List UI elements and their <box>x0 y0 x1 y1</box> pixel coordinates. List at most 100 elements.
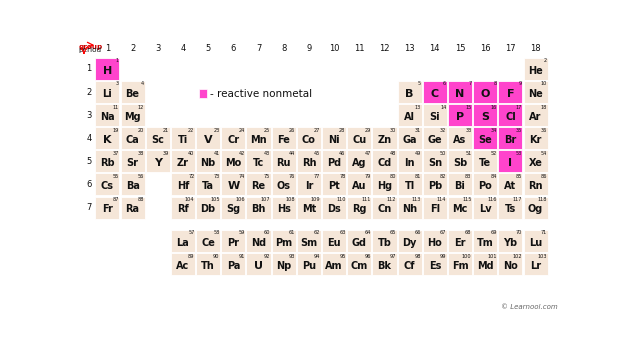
Text: Pa: Pa <box>226 261 240 271</box>
Text: Th: Th <box>202 261 215 271</box>
Text: Zn: Zn <box>378 135 391 145</box>
Text: Ba: Ba <box>126 181 139 191</box>
Text: 81: 81 <box>415 174 421 179</box>
Text: 72: 72 <box>188 174 195 179</box>
FancyBboxPatch shape <box>221 150 246 172</box>
FancyBboxPatch shape <box>448 127 472 149</box>
FancyBboxPatch shape <box>373 253 396 275</box>
Text: O: O <box>481 89 490 99</box>
Text: Ds: Ds <box>327 204 341 214</box>
Text: 56: 56 <box>137 174 144 179</box>
Text: 43: 43 <box>264 151 270 156</box>
Text: 96: 96 <box>364 253 371 259</box>
Text: I: I <box>508 158 513 168</box>
FancyBboxPatch shape <box>373 197 396 218</box>
Text: 13: 13 <box>404 44 415 52</box>
Text: Ts: Ts <box>505 204 516 214</box>
Text: N: N <box>455 89 465 99</box>
Text: Am: Am <box>325 261 343 271</box>
Text: 67: 67 <box>440 230 446 236</box>
FancyBboxPatch shape <box>121 150 145 172</box>
Text: Ra: Ra <box>126 204 139 214</box>
Text: Yb: Yb <box>503 238 518 248</box>
FancyBboxPatch shape <box>397 174 422 195</box>
FancyBboxPatch shape <box>221 197 246 218</box>
Text: 100: 100 <box>462 253 471 259</box>
FancyBboxPatch shape <box>95 81 119 103</box>
FancyBboxPatch shape <box>171 174 195 195</box>
Text: 20: 20 <box>137 128 144 133</box>
Text: Er: Er <box>454 238 466 248</box>
FancyBboxPatch shape <box>524 81 547 103</box>
Text: 33: 33 <box>465 128 471 133</box>
FancyBboxPatch shape <box>121 197 145 218</box>
Text: 7: 7 <box>86 203 91 212</box>
Text: 48: 48 <box>389 151 396 156</box>
FancyBboxPatch shape <box>221 230 246 252</box>
Text: Ca: Ca <box>126 135 139 145</box>
FancyBboxPatch shape <box>448 230 472 252</box>
Text: Mt: Mt <box>302 204 316 214</box>
Text: H: H <box>103 66 112 76</box>
Text: 12: 12 <box>137 105 144 110</box>
Text: 109: 109 <box>311 197 320 202</box>
FancyBboxPatch shape <box>347 150 371 172</box>
Text: Sb: Sb <box>453 158 467 168</box>
FancyBboxPatch shape <box>297 150 321 172</box>
FancyBboxPatch shape <box>146 127 170 149</box>
FancyBboxPatch shape <box>121 104 145 126</box>
Text: F: F <box>507 89 514 99</box>
Text: 5: 5 <box>205 44 211 52</box>
Text: Es: Es <box>429 261 441 271</box>
Text: Ho: Ho <box>427 238 442 248</box>
Text: 85: 85 <box>516 174 522 179</box>
Text: 10: 10 <box>329 44 340 52</box>
Text: group: group <box>78 43 103 50</box>
Text: Db: Db <box>200 204 216 214</box>
Text: 2: 2 <box>544 58 547 63</box>
Text: 91: 91 <box>238 253 245 259</box>
Text: Cu: Cu <box>352 135 366 145</box>
Text: 1: 1 <box>86 64 91 74</box>
FancyBboxPatch shape <box>322 127 346 149</box>
Text: Rf: Rf <box>177 204 189 214</box>
Text: Pd: Pd <box>327 158 341 168</box>
Text: Br: Br <box>504 135 516 145</box>
Text: At: At <box>504 181 516 191</box>
Text: 66: 66 <box>415 230 421 236</box>
Text: 61: 61 <box>289 230 295 236</box>
Text: 17: 17 <box>505 44 516 52</box>
FancyBboxPatch shape <box>423 253 447 275</box>
Text: 31: 31 <box>415 128 421 133</box>
Text: 55: 55 <box>113 174 119 179</box>
FancyBboxPatch shape <box>347 197 371 218</box>
Text: Po: Po <box>478 181 492 191</box>
Text: 11: 11 <box>354 44 364 52</box>
Text: 103: 103 <box>537 253 547 259</box>
FancyBboxPatch shape <box>196 127 220 149</box>
FancyBboxPatch shape <box>423 230 447 252</box>
FancyBboxPatch shape <box>146 150 170 172</box>
Text: 105: 105 <box>210 197 220 202</box>
FancyBboxPatch shape <box>297 174 321 195</box>
Text: 90: 90 <box>213 253 220 259</box>
FancyBboxPatch shape <box>347 174 371 195</box>
FancyBboxPatch shape <box>524 104 547 126</box>
FancyBboxPatch shape <box>524 253 547 275</box>
Text: Og: Og <box>528 204 543 214</box>
Text: 16: 16 <box>480 44 491 52</box>
FancyBboxPatch shape <box>373 127 396 149</box>
Text: 16: 16 <box>490 105 496 110</box>
FancyBboxPatch shape <box>121 174 145 195</box>
Text: Rb: Rb <box>100 158 114 168</box>
Text: 68: 68 <box>465 230 471 236</box>
Text: 4: 4 <box>141 82 144 86</box>
FancyBboxPatch shape <box>246 230 271 252</box>
Text: 41: 41 <box>213 151 220 156</box>
Text: 83: 83 <box>465 174 471 179</box>
Text: 2: 2 <box>130 44 135 52</box>
FancyBboxPatch shape <box>171 197 195 218</box>
Text: Hf: Hf <box>177 181 189 191</box>
FancyBboxPatch shape <box>196 197 220 218</box>
FancyBboxPatch shape <box>171 127 195 149</box>
